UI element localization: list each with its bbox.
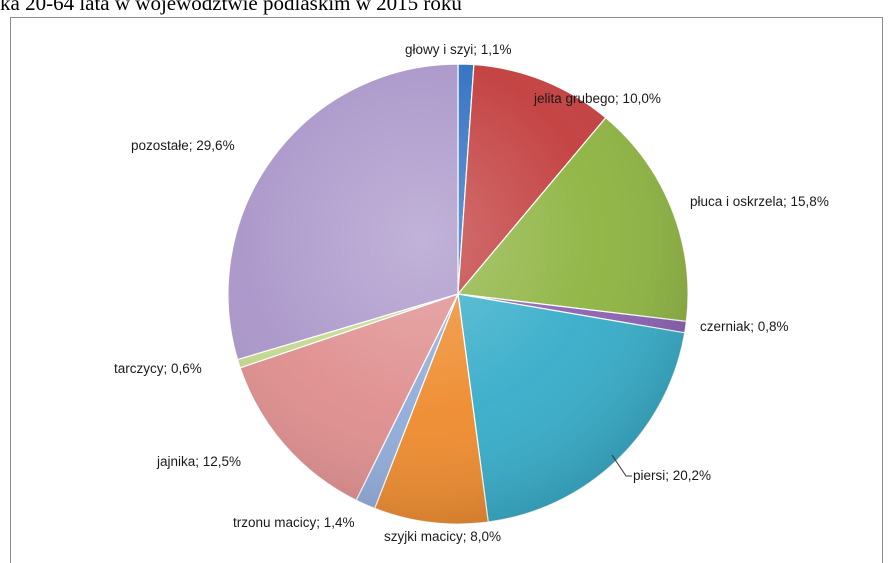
slice-label-2: płuca i oskrzela; 15,8% [690, 194, 829, 209]
leader-line-piersi [611, 454, 632, 477]
slice-label-8: tarczycy; 0,6% [114, 361, 202, 376]
leader-lines [611, 454, 632, 477]
slice-label-6: trzonu macicy; 1,4% [233, 515, 355, 530]
slice-label-3: czerniak; 0,8% [700, 319, 789, 334]
slice-label-4: piersi; 20,2% [633, 468, 711, 483]
slice-label-7: jajnika; 12,5% [156, 454, 241, 469]
pie-slices [227, 63, 689, 525]
slice-label-0: głowy i szyi; 1,1% [405, 42, 512, 57]
slice-label-1: jelita grubego; 10,0% [533, 91, 661, 106]
slice-label-5: szyjki macicy; 8,0% [384, 529, 501, 544]
slice-label-9: pozostałe; 29,6% [131, 138, 235, 153]
data-labels: głowy i szyi; 1,1% jelita grubego; 10,0% p… [114, 42, 829, 544]
pie-slice-4 [457, 293, 686, 523]
chart-title: ka 20-64 lata w województwie podlaskim w… [0, 0, 462, 15]
